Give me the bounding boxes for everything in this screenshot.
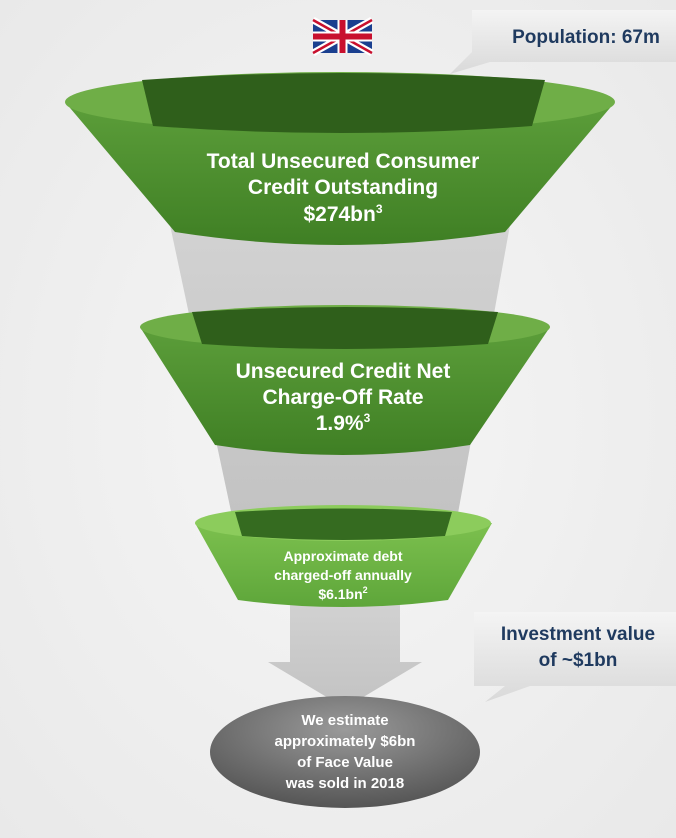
- funnel-stage: [140, 305, 550, 455]
- arrow: [268, 600, 422, 708]
- funnel-stage: [65, 72, 615, 245]
- investment-callout: [474, 612, 676, 702]
- investment-text: Investment value: [501, 624, 655, 645]
- result-text: We estimate: [301, 712, 388, 729]
- footnote: 3: [376, 202, 383, 216]
- result-text: of Face Value: [297, 754, 393, 771]
- stage-text: Credit Outstanding: [248, 176, 438, 199]
- population-text: Population: 67m: [512, 27, 660, 48]
- footnote: 2: [363, 585, 368, 595]
- stage-value: $274bn3: [303, 202, 382, 226]
- value: $6.1bn: [318, 586, 362, 602]
- stage-value: 1.9%3: [316, 411, 371, 435]
- funnel-stage: [195, 505, 492, 607]
- footnote: 3: [364, 411, 371, 425]
- result-text: was sold in 2018: [285, 775, 404, 792]
- stage-text: Total Unsecured Consumer: [207, 150, 480, 173]
- value: 1.9%: [316, 412, 364, 435]
- value: $274bn: [303, 203, 375, 226]
- stage-text: Charge-Off Rate: [262, 386, 423, 409]
- stage-text: Approximate debt: [283, 548, 402, 564]
- stage-text: Unsecured Credit Net: [236, 360, 451, 383]
- result-oval: [210, 696, 480, 808]
- investment-text: of ~$1bn: [539, 650, 618, 671]
- result-text: approximately $6bn: [275, 733, 416, 750]
- population-callout: [450, 10, 676, 74]
- stage-text: charged-off annually: [274, 567, 412, 583]
- uk-flag: [311, 16, 374, 57]
- stage-value: $6.1bn2: [318, 585, 367, 602]
